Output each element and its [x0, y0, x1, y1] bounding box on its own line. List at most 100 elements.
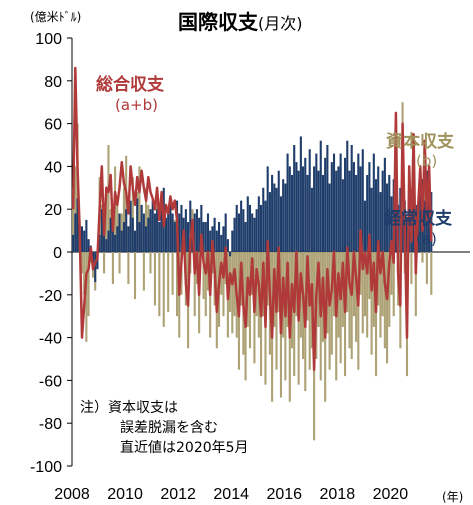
current-bar: [304, 157, 307, 252]
current-bar: [363, 200, 367, 252]
capital-bar: [425, 252, 428, 285]
current-bar: [350, 145, 353, 252]
current-bar: [220, 234, 223, 252]
capital-bar: [293, 252, 296, 377]
capital-bar: [175, 252, 179, 317]
legend-capital-name: 資本収支: [386, 132, 454, 152]
note-line-3: 直近値は2020年5月: [120, 440, 249, 456]
current-bar: [297, 170, 300, 252]
current-bar: [149, 209, 152, 252]
capital-bar: [339, 252, 342, 364]
capital-bar: [328, 252, 331, 370]
current-bar: [133, 230, 137, 252]
current-bar: [222, 226, 225, 252]
capital-bar: [248, 252, 252, 349]
current-bar: [193, 213, 196, 252]
current-bar: [98, 234, 101, 252]
current-bar: [202, 222, 205, 252]
current-bar: [125, 209, 128, 252]
current-bar: [224, 213, 227, 252]
current-bar: [337, 166, 340, 252]
current-bar: [204, 222, 207, 252]
current-bar: [171, 213, 174, 252]
capital-bar: [107, 145, 110, 252]
current-bar: [321, 174, 325, 252]
current-bar: [286, 153, 289, 252]
legend-capital-sub: (b): [416, 152, 438, 170]
x-unit-label: (年): [442, 490, 464, 504]
current-bar: [120, 230, 123, 252]
current-bar: [231, 230, 234, 252]
current-bar: [383, 157, 386, 252]
current-bar: [140, 204, 143, 252]
x-tick-label: 2016: [266, 486, 302, 503]
current-bar: [257, 196, 260, 252]
chart-axes: 100 80 60 40 20 0 -20 -40 -60 -80 -100 2008 2010 2012…: [30, 31, 470, 503]
capital-bar: [127, 252, 130, 285]
current-bar: [412, 187, 415, 252]
current-bar: [153, 213, 156, 252]
capital-bar: [74, 166, 77, 252]
current-bar: [114, 234, 117, 252]
current-bar: [242, 209, 245, 252]
y-tick-label: 0: [53, 245, 62, 262]
capital-bar: [357, 252, 360, 370]
current-bar: [109, 217, 112, 252]
capital-bar: [133, 252, 137, 300]
x-tick-label: 2018: [320, 486, 356, 503]
capital-bar: [116, 198, 119, 252]
current-bar: [184, 209, 187, 252]
current-bar: [315, 153, 318, 252]
capital-bar: [105, 187, 108, 252]
current-bar: [273, 183, 276, 252]
current-bar: [324, 157, 327, 252]
current-bar: [105, 239, 108, 252]
current-bar: [151, 200, 154, 252]
current-bar: [240, 200, 243, 252]
current-bar: [200, 204, 203, 252]
current-bar: [116, 226, 119, 252]
current-bar: [306, 174, 309, 252]
capital-bar: [381, 252, 384, 317]
current-bar: [279, 196, 283, 252]
current-bar: [156, 209, 159, 252]
capital-bar: [348, 252, 351, 349]
current-bar: [282, 179, 285, 252]
capital-bar: [392, 252, 395, 317]
current-bar: [142, 213, 145, 252]
current-bar: [103, 222, 106, 252]
current-bar: [366, 174, 369, 252]
current-bar: [268, 192, 271, 252]
title-main: 国際収支: [178, 10, 258, 34]
current-bar: [295, 162, 298, 252]
current-bar: [209, 230, 212, 252]
capital-bar: [193, 252, 196, 317]
current-bar: [405, 217, 409, 252]
capital-bar: [390, 252, 393, 295]
capital-bar: [430, 252, 433, 295]
capital-bar: [363, 252, 367, 317]
current-bar: [368, 162, 371, 252]
current-bar: [80, 226, 84, 252]
current-bar: [275, 187, 278, 252]
current-bar: [253, 217, 256, 252]
total-series-line: [71, 66, 433, 371]
capital-bar: [83, 252, 86, 295]
current-bar: [76, 198, 79, 252]
current-bar: [390, 196, 393, 252]
current-bar: [167, 209, 170, 252]
current-bar: [355, 174, 358, 252]
total-line-layer: [71, 66, 433, 371]
current-bar: [259, 204, 263, 252]
current-bar: [341, 179, 344, 252]
current-bar: [100, 209, 103, 252]
current-bar: [266, 166, 269, 252]
x-tick-label: 2020: [373, 486, 409, 503]
capital-bar: [142, 252, 145, 291]
current-bar: [215, 230, 218, 252]
current-bar: [74, 213, 77, 252]
current-bar: [290, 174, 294, 252]
x-tick-label: 2014: [213, 486, 249, 503]
current-bar: [255, 209, 258, 252]
current-bar: [122, 222, 126, 252]
